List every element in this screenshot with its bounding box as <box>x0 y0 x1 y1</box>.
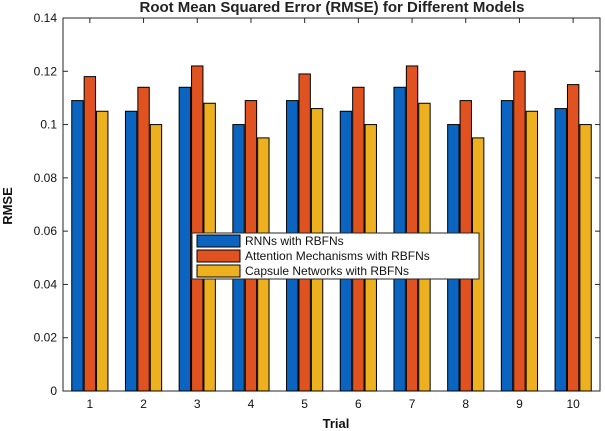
bar-series-2 <box>298 73 311 392</box>
bar-series-3 <box>149 124 163 392</box>
bar-series-2 <box>566 84 580 392</box>
x-tick-label: 8 <box>462 397 469 411</box>
legend-swatch-2 <box>196 249 241 263</box>
y-axis-label: RMSE <box>0 187 15 225</box>
bar-series-3 <box>579 124 592 392</box>
x-tick-label: 9 <box>516 397 523 411</box>
x-tick-label: 3 <box>194 397 201 411</box>
legend-label-2: Attention Mechanisms with RBFNs <box>245 249 430 263</box>
y-tick-label: 0 <box>50 384 57 398</box>
legend-label-3: Capsule Networks with RBFNs <box>245 264 409 278</box>
bar-series-3 <box>525 110 539 392</box>
x-tick-label: 6 <box>355 397 362 411</box>
bar-series-2 <box>137 86 150 392</box>
y-tick-label: 0.12 <box>34 64 58 78</box>
bar-series-1 <box>554 108 567 392</box>
x-tick-label: 2 <box>140 397 147 411</box>
bar-series-2 <box>83 76 97 392</box>
x-tick-label: 5 <box>301 397 308 411</box>
y-tick-label: 0.14 <box>34 11 58 25</box>
legend-swatch-3 <box>196 264 241 278</box>
legend-label-1: RNNs with RBFNs <box>245 234 344 248</box>
x-axis-label: Trial <box>323 416 350 431</box>
chart-title: Root Mean Squared Error (RMSE) for Diffe… <box>139 0 524 16</box>
y-tick-label: 0.04 <box>34 277 58 291</box>
x-tick-label: 1 <box>87 397 94 411</box>
bar-series-1 <box>178 86 192 392</box>
plot-area: 0 0.02 0.04 0.06 0.08 0.1 0.12 0.14 1 2 3 4 5 6 7 8 9 10 <box>34 11 601 411</box>
bar-series-3 <box>96 110 109 392</box>
bar-series-1 <box>71 100 84 392</box>
y-tick-label: 0.08 <box>34 171 58 185</box>
x-tick-label: 7 <box>409 397 416 411</box>
bar-series-2 <box>513 70 526 392</box>
bar-series-1 <box>500 100 514 392</box>
x-tick-label: 4 <box>248 397 255 411</box>
y-tick-label: 0.1 <box>40 118 57 132</box>
bar-series-2 <box>405 65 419 392</box>
legend-swatch-1 <box>196 234 241 248</box>
x-tick-label: 10 <box>566 397 580 411</box>
bar-series-1 <box>124 110 138 392</box>
y-tick-label: 0.02 <box>34 331 58 345</box>
bar-series-2 <box>191 65 204 392</box>
y-tick-label: 0.06 <box>34 224 58 238</box>
